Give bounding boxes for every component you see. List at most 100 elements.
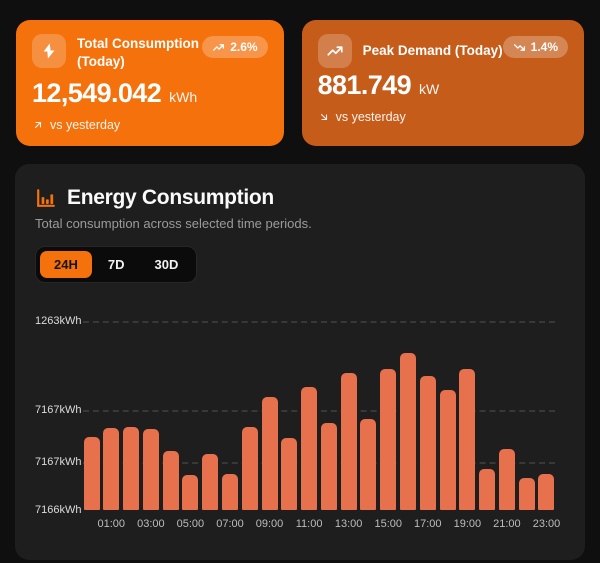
x-axis-tick-label: 13:00 xyxy=(334,518,363,531)
chart-bar-11:00[interactable] xyxy=(301,386,318,511)
card-footer-label: vs yesterday xyxy=(335,110,406,124)
trending-down-icon xyxy=(513,41,526,54)
tab-30d[interactable]: 30D xyxy=(140,251,192,278)
tab-24h[interactable]: 24H xyxy=(40,251,92,279)
chart-bar-08:00[interactable] xyxy=(241,427,258,511)
y-axis-tick-label: 7167kWh xyxy=(35,456,82,469)
bar-column xyxy=(83,321,100,511)
card-title: Peak Demand (Today) xyxy=(362,43,503,58)
x-axis-tick-label: 05:00 xyxy=(176,518,205,531)
bar-column xyxy=(202,321,219,511)
bar-column: 19:00 xyxy=(454,321,481,530)
trending-up-icon xyxy=(212,41,225,54)
chart-bar-15:00[interactable] xyxy=(380,368,397,511)
card-unit: kW xyxy=(419,81,440,97)
bar-column xyxy=(281,321,298,511)
kpi-cards-row: Total Consumption (Today) 2.6% 12,549.04… xyxy=(0,0,600,147)
bar-column xyxy=(123,321,140,511)
card-footer: vs yesterday xyxy=(32,118,268,132)
chart-bar-19:00[interactable] xyxy=(459,368,476,511)
bar-column: 23:00 xyxy=(533,321,560,530)
y-axis-tick-label: 1263kWh xyxy=(35,315,82,328)
card-unit: kWh xyxy=(169,89,198,106)
chart-bar-01:00[interactable] xyxy=(103,428,120,511)
chart-bar-00:00[interactable] xyxy=(83,436,100,511)
x-axis-tick-label: 19:00 xyxy=(453,518,482,531)
change-badge: 1.4% xyxy=(502,36,568,58)
chart-bar-06:00[interactable] xyxy=(202,453,219,511)
chart-bar-10:00[interactable] xyxy=(281,437,298,511)
panel-title: Energy Consumption xyxy=(67,186,274,210)
x-axis-tick-label: 23:00 xyxy=(532,518,561,531)
bar-column: 05:00 xyxy=(177,321,204,530)
chart-bar-20:00[interactable] xyxy=(479,468,496,511)
bar-column: 15:00 xyxy=(374,321,402,530)
arrow-down-right-icon xyxy=(318,111,330,123)
chart-bar-22:00[interactable] xyxy=(518,478,535,511)
arrow-up-right-icon xyxy=(32,119,44,131)
chart-bar-23:00[interactable] xyxy=(538,473,555,511)
card-value-row: 12,549.042 kWh xyxy=(32,78,268,109)
card-header: Peak Demand (Today) 1.4% xyxy=(317,34,568,68)
chart-bar-09:00[interactable] xyxy=(261,397,278,511)
grid-line xyxy=(83,462,555,465)
x-axis-tick-label: 09:00 xyxy=(255,518,284,531)
y-axis-tick-label: 7166kWh xyxy=(35,504,82,517)
chart-bar-14:00[interactable] xyxy=(360,418,377,511)
trending-up-icon xyxy=(317,34,352,68)
card-value: 881.749 xyxy=(317,70,412,100)
badge-value: 1.4% xyxy=(530,40,558,54)
bar-column: 07:00 xyxy=(216,321,244,530)
bar-column: 09:00 xyxy=(256,321,283,530)
bars-container: 01:00 03:00 05:00 07:00 09:00 11:00 13:00 15:00… xyxy=(83,321,560,530)
bar-column xyxy=(241,321,258,511)
bar-chart-icon xyxy=(35,187,57,209)
y-axis-tick-label: 7167kWh xyxy=(35,404,82,417)
bar-column xyxy=(439,321,456,511)
chart-bar-03:00[interactable] xyxy=(142,429,159,511)
x-axis-tick-label: 07:00 xyxy=(216,518,244,531)
bar-column: 03:00 xyxy=(137,321,165,530)
chart-bar-12:00[interactable] xyxy=(320,422,337,511)
tab-7d[interactable]: 7D xyxy=(94,251,139,278)
bar-column: 11:00 xyxy=(296,321,322,530)
x-axis-tick-label: 15:00 xyxy=(374,518,402,531)
panel-header: Energy Consumption xyxy=(35,186,565,210)
card-footer-label: vs yesterday xyxy=(50,118,121,133)
chart-bar-13:00[interactable] xyxy=(340,373,357,511)
card-footer: vs yesterday xyxy=(318,110,568,124)
peak-demand-card: Peak Demand (Today) 1.4% 881.749 kW vs y… xyxy=(301,20,584,147)
x-axis-tick-label: 01:00 xyxy=(97,518,126,531)
chart-bar-16:00[interactable] xyxy=(400,352,416,511)
x-axis-tick-label: 11:00 xyxy=(295,518,323,531)
bar-column xyxy=(479,321,496,511)
chart-plot: 01:00 03:00 05:00 07:00 09:00 11:00 13:00 15:00… xyxy=(35,315,563,530)
chart-bar-21:00[interactable] xyxy=(498,449,515,511)
chart-bar-05:00[interactable] xyxy=(182,474,199,511)
time-range-tabs: 24H 7D 30D xyxy=(35,246,198,284)
card-value: 12,549.042 xyxy=(32,78,162,109)
bar-column xyxy=(518,321,535,511)
bar-column: 13:00 xyxy=(335,321,362,530)
badge-value: 2.6% xyxy=(230,40,258,54)
card-title: Total Consumption (Today) xyxy=(77,36,199,70)
card-value-row: 881.749 kW xyxy=(318,70,568,101)
bar-column xyxy=(320,321,337,511)
change-badge: 2.6% xyxy=(202,36,268,58)
bar-column xyxy=(400,321,417,511)
chart-area: 01:00 03:00 05:00 07:00 09:00 11:00 13:00 15:00… xyxy=(35,315,565,530)
x-axis-tick-label: 17:00 xyxy=(414,518,442,531)
energy-consumption-panel: Energy Consumption Total consumption acr… xyxy=(15,164,585,561)
bar-column: 21:00 xyxy=(493,321,521,530)
bar-column: 17:00 xyxy=(414,321,442,530)
chart-bar-18:00[interactable] xyxy=(439,390,456,511)
chart-bar-02:00[interactable] xyxy=(123,427,140,511)
panel-subtitle: Total consumption across selected time p… xyxy=(35,216,312,232)
card-header: Total Consumption (Today) 2.6% xyxy=(32,34,268,71)
grid-line xyxy=(83,321,555,324)
zap-icon xyxy=(32,34,66,68)
x-axis-tick-label: 21:00 xyxy=(493,518,521,531)
chart-bar-17:00[interactable] xyxy=(419,376,436,511)
chart-bar-04:00[interactable] xyxy=(162,450,179,511)
chart-bar-07:00[interactable] xyxy=(221,473,238,511)
